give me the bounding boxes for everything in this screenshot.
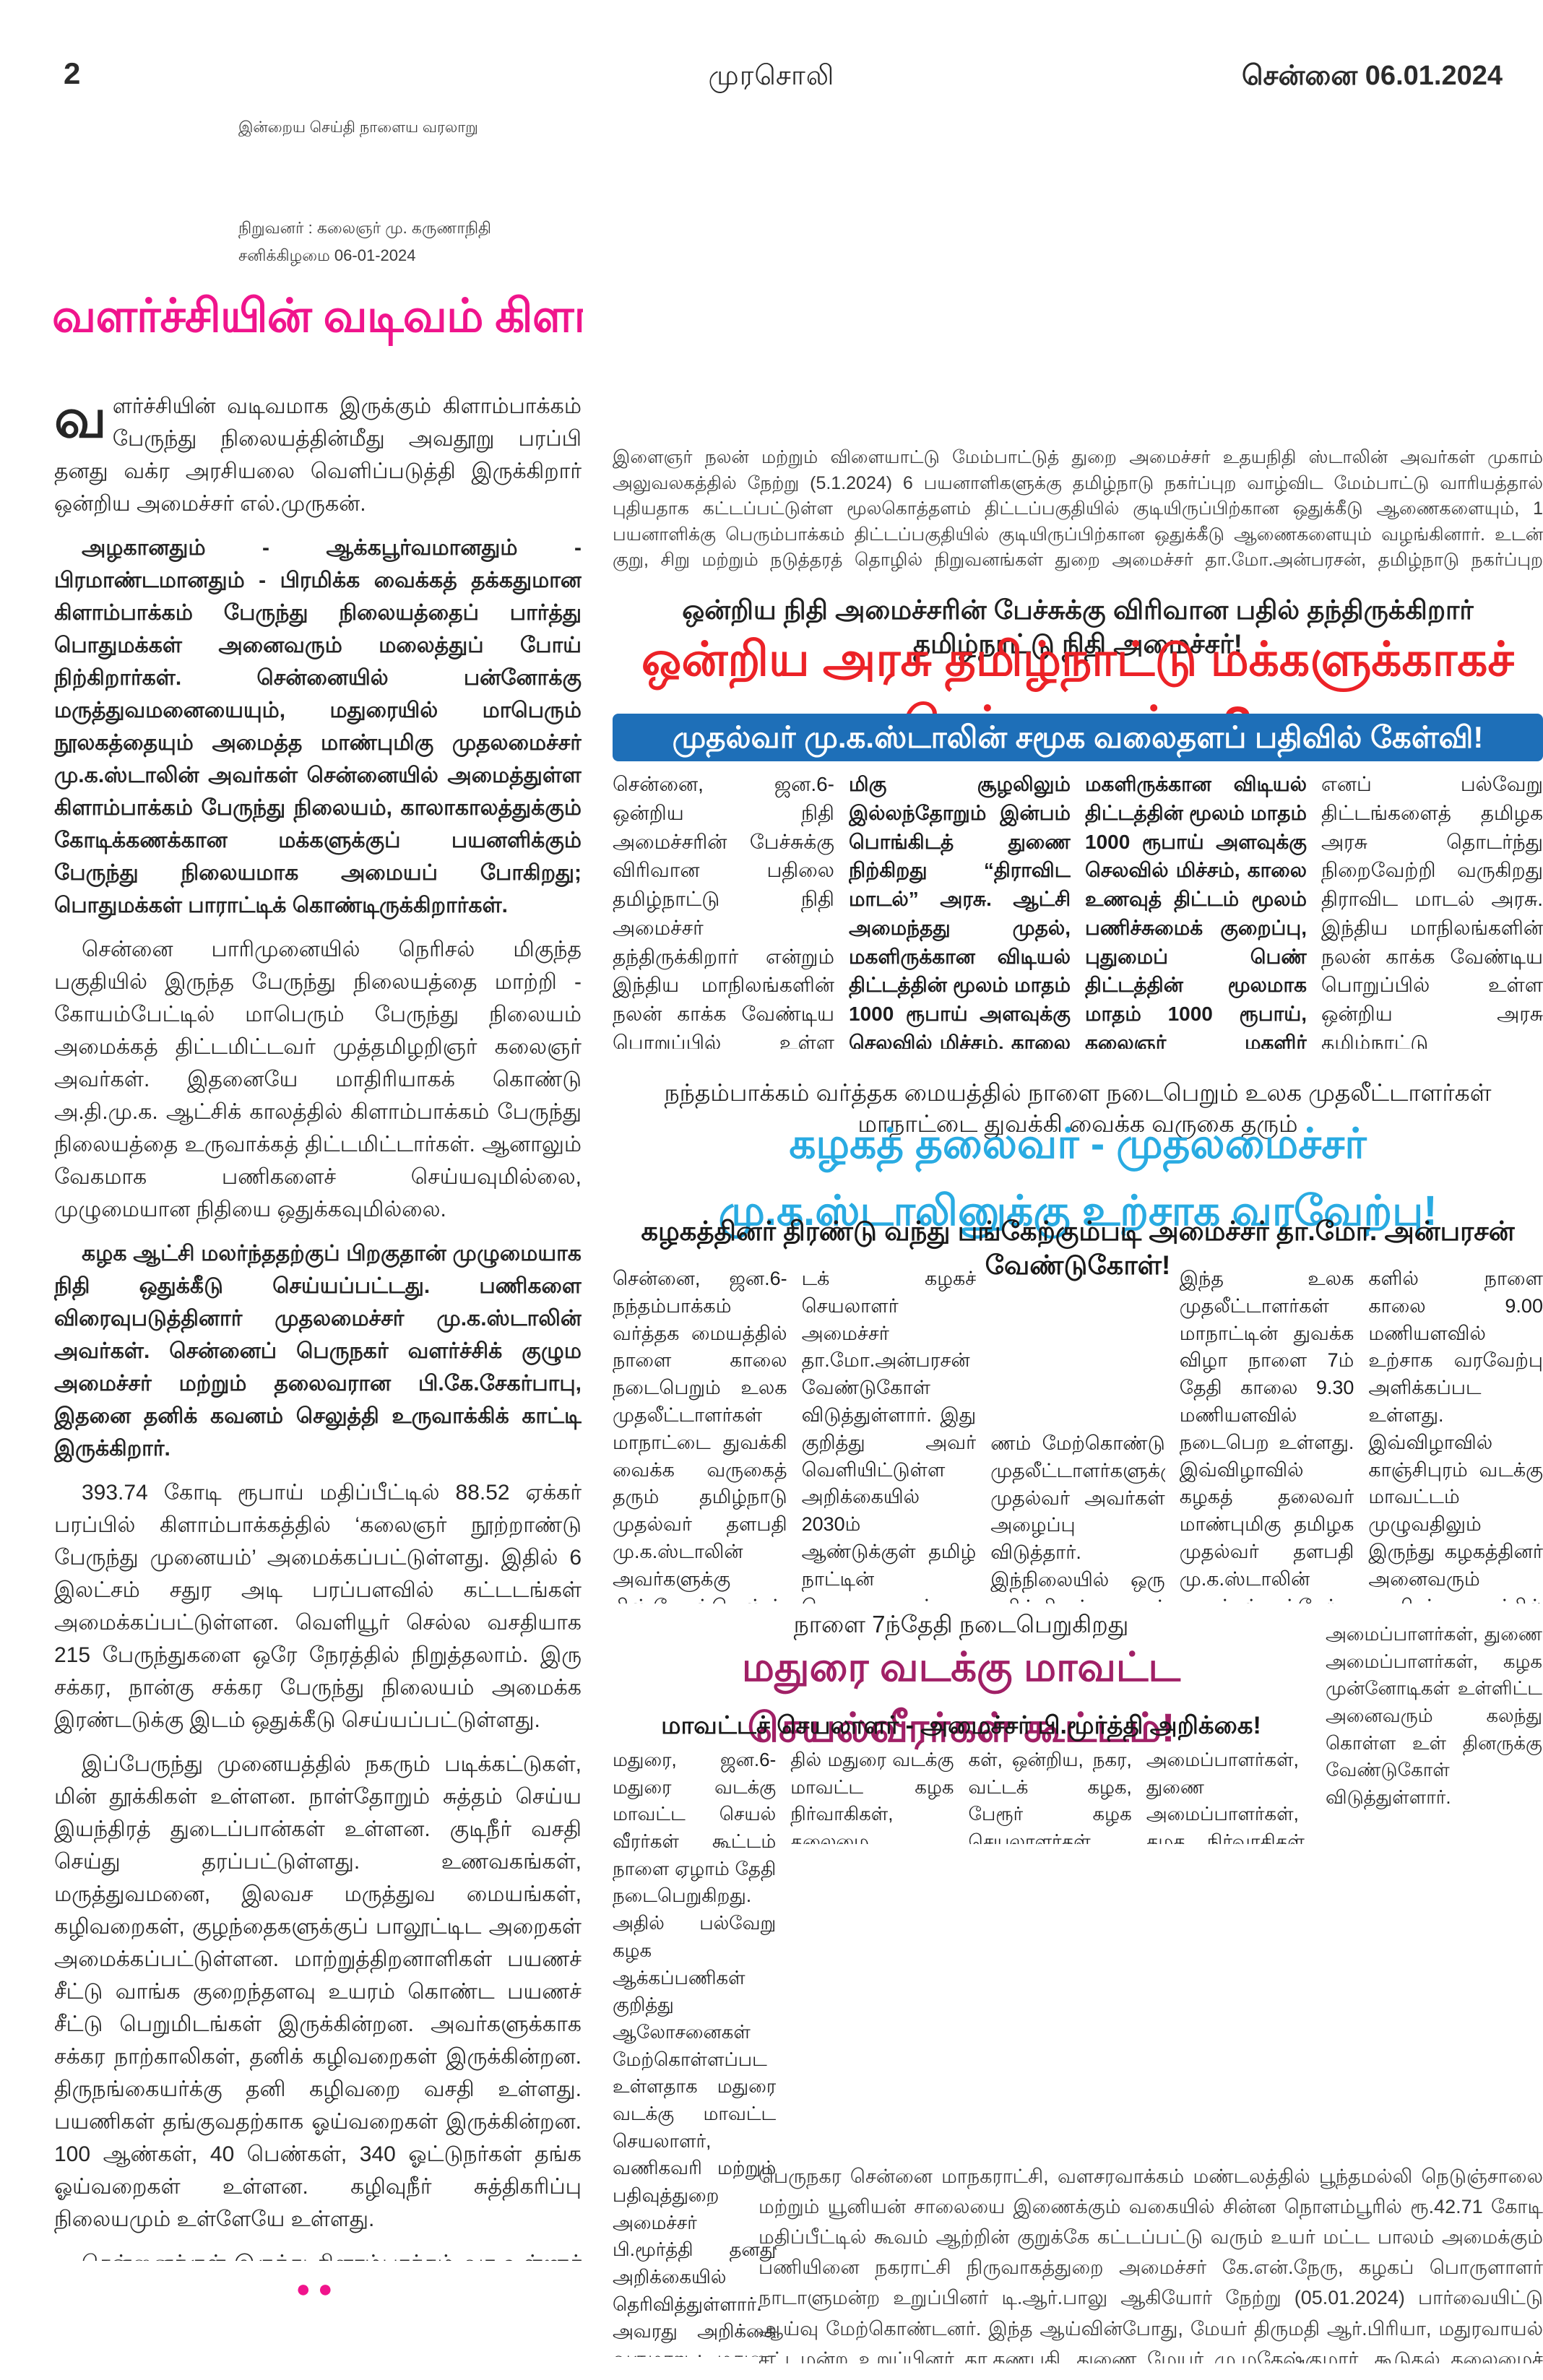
editorial-headline: வளர்ச்சியின் வடிவம் கிளாம்பாக்கம்	[52, 290, 583, 342]
editorial-article: வளர்ச்சியின் வடிவமாக இருக்கும் கிளாம்பாக…	[54, 390, 582, 2261]
madurai-article-body: மதுரை, ஜன.6- மதுரை வடக்கு மாவட்ட செயல் வ…	[613, 1747, 1310, 2357]
editorial-paragraph: கழக ஆட்சி மலர்ந்ததற்குப் பிறகுதான் முழும…	[54, 1242, 582, 1461]
welcome-article-kicker: நந்தம்பாக்கம் வர்த்தக மையத்தில் நாளை நடை…	[664, 1079, 1492, 1137]
editorial-paragraph: சென்னைக்குள் இருந்து கிளாம்பாக்கம் வர உள…	[54, 2247, 582, 2261]
welcome-column-2: டக் கழகச் செயலாளர் அமைச்சர் தா.மோ.அன்பரச…	[801, 1268, 977, 1604]
welcome-column-3: ணம் மேற்கொண்டு முதலீட்டாளர்களுக்கும் முத…	[990, 1432, 1165, 1604]
finance-article-kicker: ஒன்றிய நிதி அமைச்சரின் பேச்சுக்கு விரிவா…	[682, 595, 1474, 659]
madurai-article-headline: மதுரை வடக்கு மாவட்ட செயல்வீரர்கள் கூட்டம…	[741, 1644, 1181, 1750]
finance-column-3: மகளிருக்கான விடியல் திட்டத்தின் மூலம் மா…	[1085, 773, 1307, 1049]
editorial-paragraph: 393.74 கோடி ரூபாய் மதிப்பீட்டில் 88.52 ஏ…	[54, 1481, 582, 1732]
welcome-article-headline: கழகத் தலைவர் - முதலமைச்சர் மு.க.ஸ்டாலினு…	[718, 1120, 1438, 1234]
madurai-column-1: மதுரை, ஜன.6- மதுரை வடக்கு மாவட்ட செயல் வ…	[613, 1749, 777, 2357]
editorial-end-mark: ●●	[295, 2275, 340, 2303]
edition-date: சென்னை 06.01.2024	[1241, 61, 1503, 91]
masthead-day-date: சனிக்கிழமை 06-01-2024	[238, 246, 416, 264]
finance-column-4: எனப் பல்வேறு திட்டங்களைத் தமிழக அரசு தொட…	[1321, 773, 1543, 1049]
editorial-paragraph: சென்னை பாரிமுனையில் நெரிசல் மிகுந்த பகுத…	[54, 938, 582, 1221]
photo-caption-bottom: பெருநகர சென்னை மாநகராட்சி, வளசரவாக்கம் ம…	[758, 2165, 1543, 2363]
masthead-tagline: இன்றைய செய்தி நாளைய வரலாறு	[238, 119, 478, 136]
editorial-paragraph: இப்பேருந்து முனையத்தில் நகரும் படிக்கட்ட…	[54, 1752, 582, 2231]
masthead-title: முரசொலி	[708, 61, 835, 91]
masthead-founder: நிறுவனர் : கலைஞர் மு. கருணாநிதி	[238, 219, 492, 237]
photo-caption-top: இளைஞர் நலன் மற்றும் விளையாட்டு மேம்பாட்ட…	[613, 447, 1543, 570]
page-number: 2	[64, 56, 81, 90]
madurai-column-3: கள், ஒன்றிய, நகர, வட்டக் கழக, பேரூர் கழக…	[968, 1749, 1132, 1844]
madurai-right-rail-column: அமைப்பாளர்கள், துணை அமைப்பாளர்கள், கழக ம…	[1326, 1623, 1542, 1809]
finance-article-body: சென்னை, ஜன.6- ஒன்றிய நிதி அமைச்சரின் பேச…	[613, 770, 1543, 1049]
welcome-column-1: சென்னை, ஜன.6- நந்தம்பாக்கம் வர்த்தக மையத…	[613, 1268, 787, 1604]
editorial-paragraph: அழகானதும் - ஆக்கபூர்வமானதும் - பிரமாண்டம…	[54, 536, 582, 917]
welcome-column-4: இந்த உலக முதலீட்டாளர்கள் மாநாட்டின் துவக…	[1179, 1268, 1354, 1604]
madurai-article-kicker: நாளை 7ந்தேதி நடைபெறுகிறது	[793, 1611, 1129, 1637]
editorial-paragraph: வளர்ச்சியின் வடிவமாக இருக்கும் கிளாம்பாக…	[54, 390, 582, 516]
madurai-article-subhead: மாவட்டச் செயலாளர் - அமைச்சர் பி.மூர்த்தி…	[661, 1712, 1261, 1739]
welcome-column-5: களில் நாளை காலை 9.00 மணியளவில் உற்சாக வர…	[1368, 1268, 1543, 1604]
finance-column-1: சென்னை, ஜன.6- ஒன்றிய நிதி அமைச்சரின் பேச…	[613, 773, 834, 1049]
welcome-article-subhead: கழகத்தினர் திரண்டு வந்து பங்கேற்கும்படி …	[641, 1216, 1515, 1280]
finance-column-2: மிகு சூழலிலும் இல்லந்தோறும் இன்பம் பொங்க…	[849, 773, 1071, 1049]
madurai-column-2: தில் மதுரை வடக்கு மாவட்ட கழக நிர்வாகிகள்…	[790, 1749, 954, 1844]
finance-article-banner-subhead: முதல்வர் மு.க.ஸ்டாலின் சமூக வலைதளப் பதிவ…	[613, 714, 1543, 761]
madurai-column-4: அமைப்பாளர்கள், துணை அமைப்பாளர்கள், கழக ந…	[1146, 1749, 1310, 1844]
welcome-article-body: சென்னை, ஜன.6- நந்தம்பாக்கம் வர்த்தக மையத…	[613, 1265, 1543, 1604]
